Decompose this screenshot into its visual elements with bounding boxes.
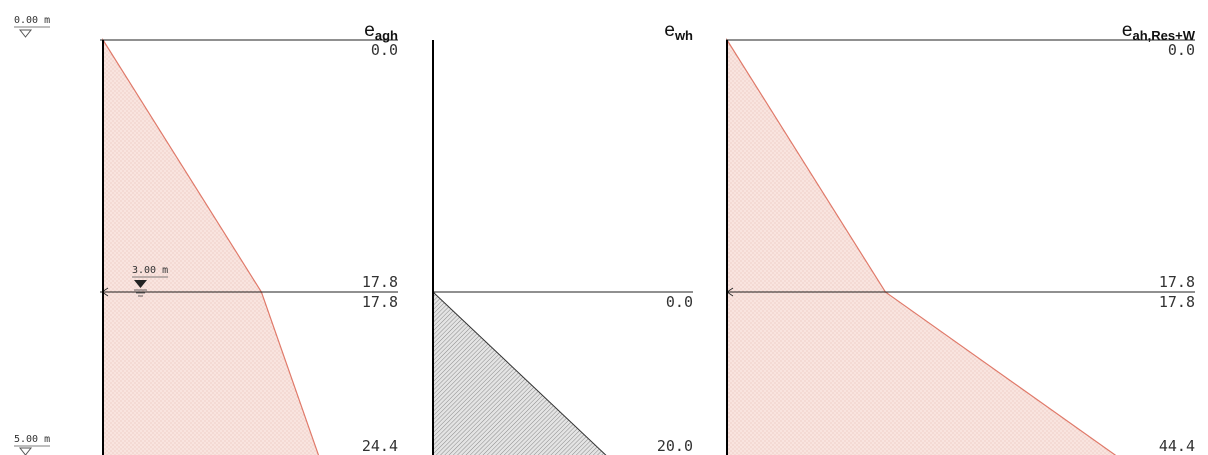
- level-marker-bottom: 5.00 m: [14, 434, 50, 455]
- title-res-sub: ah,Res+W: [1133, 28, 1196, 43]
- level-label-bottom: 5.00 m: [14, 434, 50, 445]
- value-label: 0.0: [371, 41, 398, 59]
- panel-agh: eagh 0.0 17.8 17.8 24.4 3.00 m: [100, 20, 398, 455]
- value-label: 20.0: [657, 437, 693, 455]
- pressure-area-res: [726, 37, 1117, 455]
- level-label-top: 0.00 m: [14, 15, 50, 26]
- pressure-area-agh: [102, 37, 320, 455]
- level-marker-top: 0.00 m: [14, 15, 50, 38]
- value-label: 17.8: [1159, 293, 1195, 311]
- value-labels-agh: 0.0 17.8 17.8 24.4: [362, 41, 398, 455]
- panel-wh: ewh 0.0 20.0: [432, 20, 693, 455]
- title-wh: ewh: [664, 20, 693, 43]
- title-agh-main: e: [364, 20, 375, 41]
- panel-res: eah,Res+W 0.0 17.8 17.8 44.4: [726, 20, 1196, 455]
- groundwater-triangle-icon: [134, 280, 147, 288]
- value-label: 24.4: [362, 437, 398, 455]
- title-wh-sub: wh: [674, 28, 693, 43]
- value-label: 0.0: [1168, 41, 1195, 59]
- value-label: 17.8: [362, 293, 398, 311]
- value-labels-res: 0.0 17.8 17.8 44.4: [1159, 41, 1195, 455]
- level-label-groundwater: 3.00 m: [132, 265, 168, 276]
- title-res: eah,Res+W: [1122, 20, 1196, 43]
- title-wh-main: e: [664, 20, 675, 41]
- value-label: 0.0: [666, 293, 693, 311]
- title-agh: eagh: [364, 20, 398, 43]
- pressure-area-wh: [432, 290, 607, 455]
- value-label: 17.8: [362, 273, 398, 291]
- value-labels-wh: 0.0 20.0: [657, 293, 693, 455]
- value-label: 17.8: [1159, 273, 1195, 291]
- groundwater-marker: 3.00 m: [132, 265, 168, 297]
- value-label: 44.4: [1159, 437, 1195, 455]
- level-triangle-icon: [18, 29, 33, 38]
- title-agh-sub: agh: [375, 28, 398, 43]
- level-triangle-icon: [18, 447, 33, 455]
- title-res-main: e: [1122, 20, 1133, 41]
